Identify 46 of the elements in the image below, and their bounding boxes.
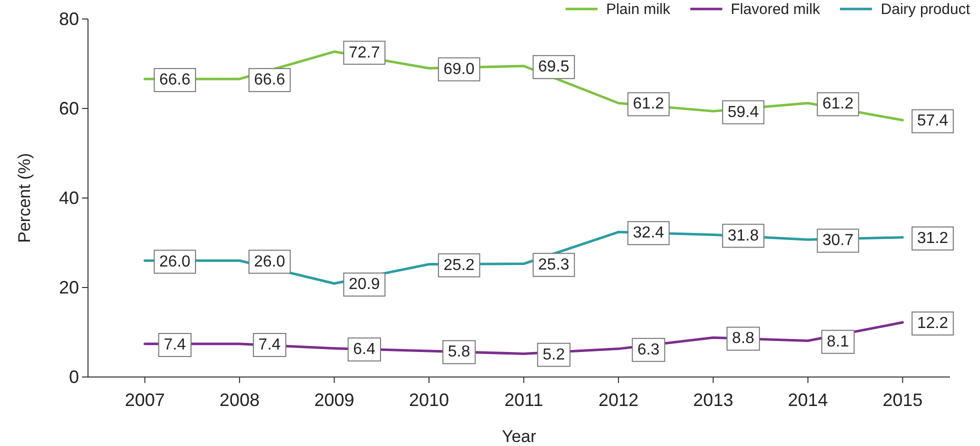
x-tick-label: 2009 [314,390,354,410]
data-label: 30.7 [822,232,854,250]
x-tick-label: 2012 [598,390,638,410]
x-tick-label: 2008 [220,390,260,410]
data-label: 5.8 [448,344,470,361]
y-tick-label: 80 [58,8,79,29]
data-label: 31.2 [917,230,948,247]
x-tick-label: 2014 [788,390,828,410]
data-label: 66.6 [159,72,191,89]
data-label: 6.4 [353,340,376,358]
y-tick-label: 40 [58,188,79,208]
x-axis-title: Year [502,427,537,446]
data-label: 61.2 [822,96,854,113]
data-label: 69.0 [443,60,475,78]
data-label: 8.8 [732,330,754,348]
y-tick-label: 60 [58,98,79,118]
legend-label: Flavored milk [730,1,820,18]
data-label: 6.3 [637,341,660,358]
y-tick-label: 0 [68,366,79,387]
data-label: 26.0 [254,253,286,270]
data-label: 5.2 [542,346,565,364]
x-tick-label: 2010 [408,390,450,410]
data-label: 25.3 [538,256,570,274]
data-label: 61.2 [632,96,664,113]
data-label: 7.4 [164,336,186,354]
legend-label: Dairy product [880,1,971,18]
data-label: 8.1 [826,333,850,350]
data-label: 7.4 [258,336,281,354]
data-label: 25.2 [443,256,475,274]
x-tick-label: 2007 [124,390,165,410]
y-tick-label: 20 [58,277,79,298]
data-label: 32.4 [632,224,664,242]
data-label: 59.4 [728,104,759,121]
x-tick-label: 2015 [882,390,923,410]
x-tick-label: 2011 [504,390,544,410]
legend-label: Plain milk [606,1,671,18]
data-label: 20.9 [348,276,380,294]
y-axis-title: Percent (%) [15,153,34,243]
x-tick-label: 2013 [693,390,734,410]
data-label: 72.7 [348,44,380,62]
data-label: 26.0 [159,253,191,270]
data-label: 12.2 [917,315,948,332]
data-label: 69.5 [538,58,570,76]
data-label: 66.6 [254,72,286,89]
data-label: 57.4 [917,112,948,130]
data-label: 31.8 [728,227,759,244]
